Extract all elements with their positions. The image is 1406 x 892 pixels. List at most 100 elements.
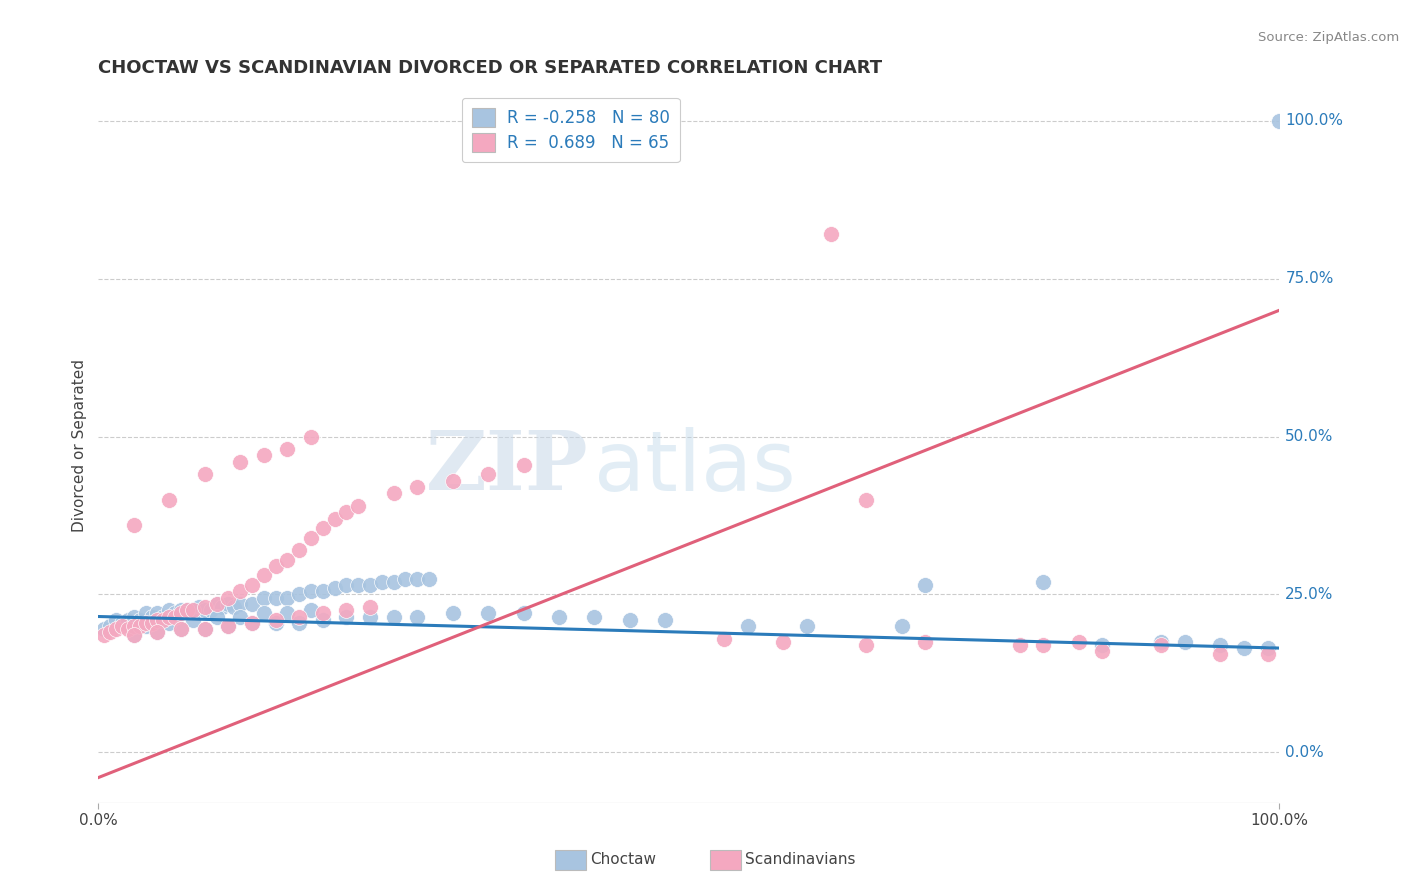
Point: [1091, 638, 1114, 652]
Point: [772, 634, 794, 648]
Point: [122, 628, 145, 642]
Point: [205, 597, 228, 611]
Point: [157, 492, 180, 507]
Point: [240, 615, 263, 630]
Point: [820, 227, 842, 242]
Point: [165, 607, 187, 621]
Point: [371, 574, 394, 589]
Point: [181, 603, 204, 617]
Point: [1257, 648, 1279, 662]
Point: [122, 628, 145, 642]
Point: [264, 613, 287, 627]
Point: [1257, 641, 1279, 656]
Point: [276, 552, 298, 566]
Point: [135, 607, 157, 621]
Point: [276, 591, 298, 605]
Point: [347, 578, 370, 592]
Point: [441, 607, 464, 621]
Point: [128, 619, 150, 633]
Point: [111, 619, 134, 633]
Point: [194, 622, 217, 636]
Point: [359, 600, 381, 615]
Point: [1008, 638, 1031, 652]
Point: [157, 615, 180, 630]
Point: [382, 486, 405, 500]
Point: [229, 455, 252, 469]
Point: [253, 607, 276, 621]
Point: [382, 609, 405, 624]
Point: [229, 609, 252, 624]
Text: 50.0%: 50.0%: [1285, 429, 1334, 444]
Point: [654, 613, 676, 627]
Point: [146, 625, 169, 640]
Text: 0.0%: 0.0%: [1285, 745, 1324, 760]
Text: 75.0%: 75.0%: [1285, 271, 1334, 286]
Point: [98, 625, 121, 640]
Point: [1091, 644, 1114, 658]
Text: atlas: atlas: [595, 427, 796, 508]
Point: [1174, 634, 1197, 648]
Point: [157, 603, 180, 617]
Point: [205, 597, 228, 611]
Legend: R = -0.258   N = 80, R =  0.689   N = 65: R = -0.258 N = 80, R = 0.689 N = 65: [463, 97, 679, 161]
Point: [914, 634, 936, 648]
Point: [1209, 648, 1232, 662]
Point: [264, 591, 287, 605]
Point: [1032, 574, 1054, 589]
Point: [253, 449, 276, 463]
Point: [122, 619, 145, 633]
Point: [299, 584, 322, 599]
Point: [335, 609, 357, 624]
Point: [253, 568, 276, 582]
Point: [217, 597, 239, 611]
Point: [276, 442, 298, 457]
Point: [117, 613, 139, 627]
Point: [512, 458, 534, 472]
Point: [583, 609, 606, 624]
Point: [181, 603, 204, 617]
Point: [477, 467, 499, 482]
Point: [141, 615, 163, 630]
Point: [217, 591, 239, 605]
Point: [312, 613, 335, 627]
Point: [323, 511, 346, 525]
Text: CHOCTAW VS SCANDINAVIAN DIVORCED OR SEPARATED CORRELATION CHART: CHOCTAW VS SCANDINAVIAN DIVORCED OR SEPA…: [98, 59, 883, 77]
Point: [335, 505, 357, 519]
Point: [288, 543, 311, 558]
Point: [299, 429, 322, 443]
Text: 100.0%: 100.0%: [1285, 113, 1343, 128]
Point: [229, 597, 252, 611]
Point: [135, 619, 157, 633]
Point: [170, 622, 193, 636]
Point: [170, 603, 193, 617]
Point: [1032, 638, 1054, 652]
Point: [194, 603, 217, 617]
Point: [211, 600, 233, 615]
Y-axis label: Divorced or Separated: Divorced or Separated: [72, 359, 87, 533]
Point: [1268, 113, 1291, 128]
Point: [312, 521, 335, 535]
Point: [619, 613, 641, 627]
Point: [359, 578, 381, 592]
Point: [105, 622, 128, 636]
Point: [264, 615, 287, 630]
Point: [128, 613, 150, 627]
Point: [224, 600, 246, 615]
Point: [229, 584, 252, 599]
Point: [406, 572, 429, 586]
Point: [146, 625, 169, 640]
Text: ZIP: ZIP: [426, 427, 589, 508]
Point: [165, 609, 187, 624]
Point: [394, 572, 416, 586]
Point: [288, 587, 311, 601]
Point: [181, 613, 204, 627]
Point: [1150, 634, 1173, 648]
Point: [890, 619, 912, 633]
Point: [382, 574, 405, 589]
Point: [117, 622, 139, 636]
Point: [253, 591, 276, 605]
Point: [105, 613, 128, 627]
Text: 25.0%: 25.0%: [1285, 587, 1334, 602]
Point: [217, 619, 239, 633]
Point: [713, 632, 735, 646]
